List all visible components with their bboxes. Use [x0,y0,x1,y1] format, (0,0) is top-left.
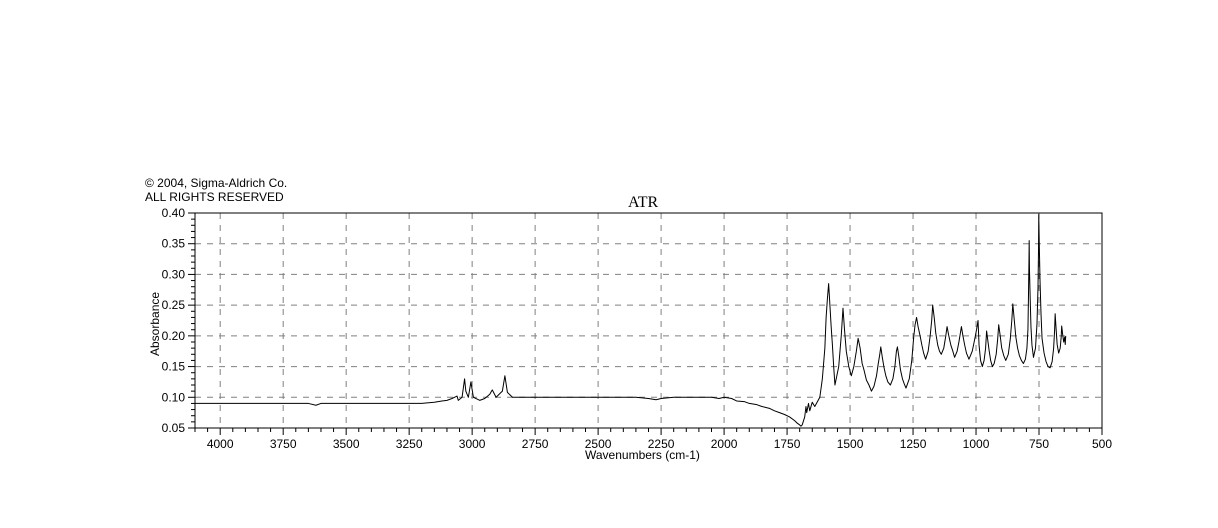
x-tick-label: 1500 [837,437,864,451]
y-tick-label: 0.35 [162,237,186,251]
y-tick-label: 0.05 [162,421,186,435]
y-tick-label: 0.15 [162,360,186,374]
spectrum-line [195,214,1066,426]
x-tick-label: 3000 [459,437,486,451]
chart-canvas: 4000 3750 3500 3250 3000 2750 2500 2250 2000 1750… [0,0,1218,528]
x-tick-label: 2000 [711,437,738,451]
x-tick-label: 500 [1092,437,1112,451]
x-tick-label: 1750 [774,437,801,451]
x-tick-label: 2750 [522,437,549,451]
x-tick-label: 4000 [207,437,234,451]
x-tick-label: 1000 [963,437,990,451]
x-tick-label: 3750 [270,437,297,451]
x-tick-label: 750 [1029,437,1049,451]
y-tick-label: 0.25 [162,298,186,312]
x-tick-label: 2500 [585,437,612,451]
y-tick-label: 0.40 [162,206,186,220]
y-tick-label: 0.20 [162,329,186,343]
x-tick-label: 1250 [900,437,927,451]
x-tick-label: 2250 [648,437,675,451]
x-tick-label: 3250 [396,437,423,451]
y-tick-label: 0.10 [162,390,186,404]
x-tick-label: 3500 [333,437,360,451]
y-tick-label: 0.30 [162,267,186,281]
spectrum-figure: © 2004, Sigma-Aldrich Co. ALL RIGHTS RES… [0,0,1218,528]
